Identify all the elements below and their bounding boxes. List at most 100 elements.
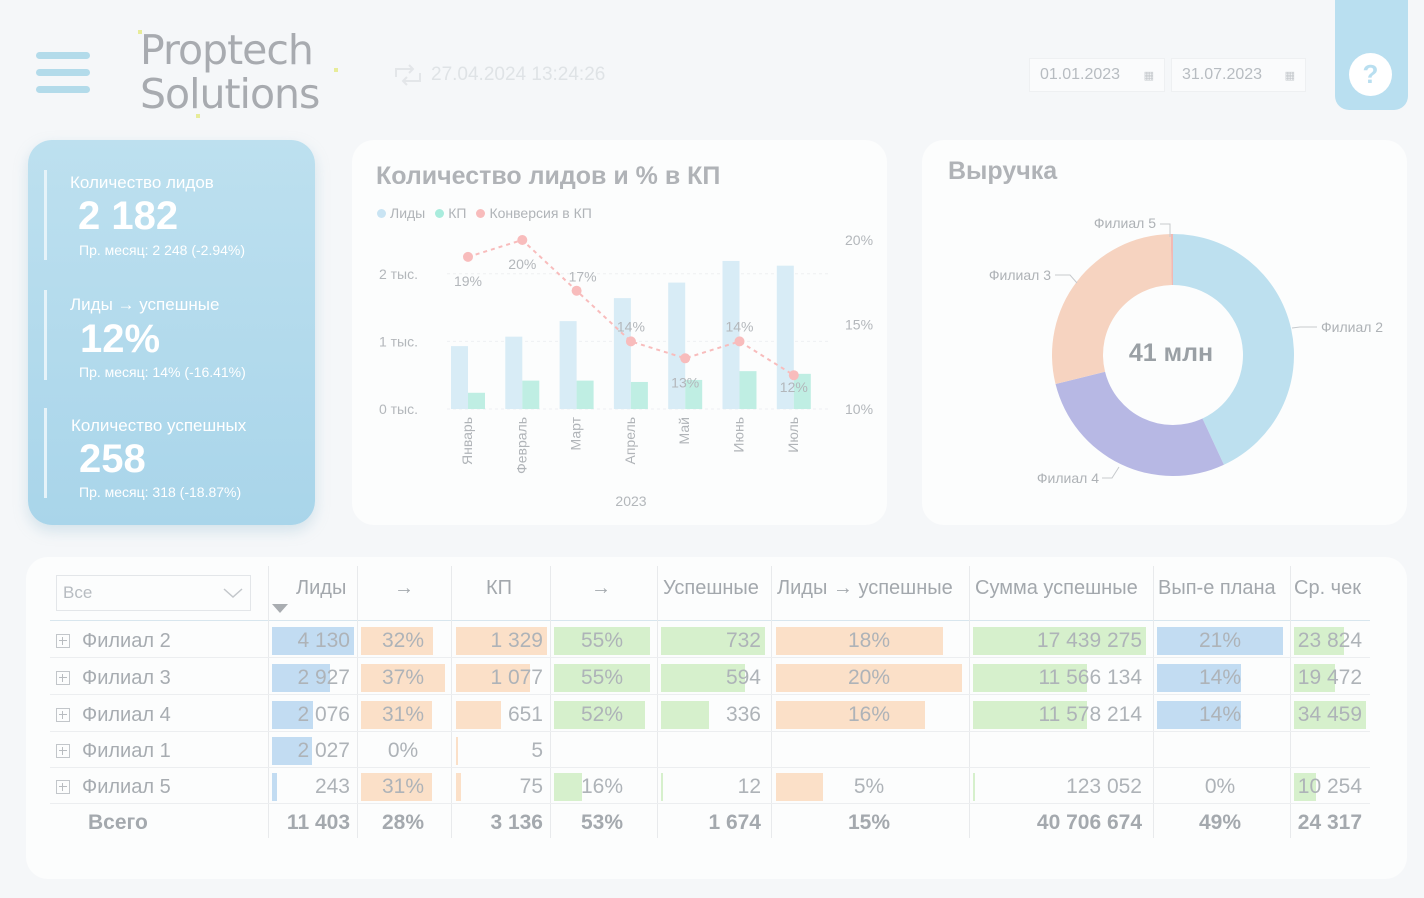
bar-kp[interactable] [576, 380, 594, 409]
refresh-time: 27.04.2024 13:24:26 [431, 64, 606, 85]
cell-value: 12 [737, 775, 761, 798]
divider [44, 170, 47, 260]
table-cell: 21% [1157, 626, 1283, 656]
donut-slice-filial-5[interactable] [1170, 234, 1173, 286]
total-cell: 15% [776, 808, 962, 838]
conversion-label: 13% [671, 374, 699, 390]
table-row[interactable]: Филиал 1 [56, 736, 171, 766]
date-from-input[interactable]: 01.01.2023 ▦ [1029, 58, 1165, 92]
table-cell: 2 076 [272, 700, 354, 730]
conversion-point[interactable] [734, 336, 745, 347]
table-cell: 1 329 [456, 626, 547, 656]
data-bar [776, 773, 823, 801]
cell-value: 2 076 [297, 703, 350, 726]
table-cell: 55% [554, 626, 650, 656]
conversion-point[interactable] [517, 235, 528, 245]
column-divider [268, 566, 269, 838]
column-header[interactable]: Сумма успешные [975, 577, 1138, 599]
conversion-point[interactable] [571, 285, 582, 296]
table-cell: 594 [661, 663, 765, 693]
table-cell: 10 254 [1294, 772, 1366, 802]
table-row[interactable]: Филиал 4 [56, 700, 171, 730]
date-to-input[interactable]: 31.07.2023 ▦ [1171, 58, 1306, 92]
legend-kp[interactable]: КП [435, 205, 466, 221]
bar-kp[interactable] [468, 392, 485, 409]
conversion-point[interactable] [680, 353, 691, 364]
bar-leads[interactable] [559, 321, 577, 409]
calendar-icon[interactable]: ▦ [1284, 69, 1295, 82]
column-header[interactable]: Лиды → успешные [777, 577, 953, 599]
sort-desc-icon[interactable] [272, 604, 288, 613]
column-header[interactable]: Лиды [296, 577, 347, 599]
conversion-point[interactable] [463, 251, 473, 262]
cell-value: 11 566 134 [1038, 666, 1142, 689]
legend-leads[interactable]: Лиды [377, 205, 425, 221]
calendar-icon[interactable]: ▦ [1143, 69, 1154, 82]
bar-leads[interactable] [668, 282, 686, 409]
cell-value: 0% [387, 739, 419, 762]
cell-value: 23 824 [1297, 629, 1362, 652]
data-bar [456, 773, 462, 801]
expand-icon[interactable] [56, 671, 70, 685]
column-header[interactable]: Успешные [663, 577, 759, 599]
expand-icon[interactable] [56, 708, 70, 722]
table-row[interactable]: Филиал 2 [56, 626, 171, 656]
kpi-leads-sub: Пр. месяц: 2 248 (-2.94%) [79, 242, 246, 258]
help-icon[interactable]: ? [1349, 53, 1392, 96]
data-bar [973, 701, 1088, 729]
column-header[interactable]: Вып-е плана [1158, 577, 1276, 599]
bar-kp[interactable] [630, 381, 648, 409]
donut-slice-filial-2[interactable] [1173, 234, 1294, 465]
cell-value: 15% [847, 811, 891, 834]
bar-leads[interactable] [451, 346, 468, 409]
bar-leads[interactable] [722, 260, 740, 409]
table-cell: 4 130 [272, 626, 354, 656]
conversion-point[interactable] [625, 336, 636, 347]
help-tab[interactable]: ? [1335, 0, 1408, 110]
cell-value: 28% [381, 811, 425, 834]
column-header[interactable]: КП [486, 577, 513, 599]
expand-icon[interactable] [56, 634, 70, 648]
row-label: Филиал 4 [82, 703, 171, 726]
x-tick-label: Апрель [622, 417, 638, 465]
bar-kp[interactable] [685, 379, 703, 409]
total-cell: 24 317 [1294, 808, 1366, 838]
branch-filter-dropdown[interactable]: Все [56, 575, 251, 611]
refresh-timestamp[interactable]: 27.04.2024 13:24:26 [393, 60, 623, 90]
cell-value: 55% [580, 666, 624, 689]
data-bar [272, 664, 331, 692]
row-divider [50, 657, 1370, 658]
legend-conversion[interactable]: Конверсия в КП [476, 205, 592, 221]
bar-kp[interactable] [793, 373, 811, 409]
menu-icon[interactable] [36, 52, 90, 96]
expand-icon[interactable] [56, 744, 70, 758]
table-cell: 19 472 [1294, 663, 1366, 693]
table-row[interactable]: Филиал 5 [56, 772, 171, 802]
data-bar [661, 664, 746, 692]
cell-value: 5% [853, 775, 885, 798]
kpi-conversion-title: Лиды → успешные [70, 295, 220, 314]
bar-kp[interactable] [739, 371, 757, 409]
expand-icon[interactable] [56, 780, 70, 794]
bar-kp[interactable] [522, 380, 540, 409]
conversion-label: 14% [617, 318, 645, 334]
data-bar [361, 701, 432, 729]
leads-chart: 0 тыс. 1 тыс. 2 тыс. 10% 15% 20% Январь Февраль… [379, 232, 873, 509]
kpi-success-sub: Пр. месяц: 318 (-18.87%) [79, 484, 242, 500]
column-divider [771, 566, 772, 838]
cell-value: 75 [519, 775, 543, 798]
table-row[interactable]: Филиал 3 [56, 663, 171, 693]
table-cell [1157, 736, 1283, 766]
cell-value: 53% [580, 811, 624, 834]
column-header[interactable]: Ср. чек [1294, 577, 1361, 599]
data-bar [456, 737, 458, 765]
column-header[interactable]: → [591, 577, 611, 599]
donut-slice-filial-3[interactable] [1052, 234, 1172, 385]
kpi-success-value: 258 [79, 437, 146, 481]
table-cell: 16% [776, 700, 962, 730]
conversion-point[interactable] [788, 370, 799, 381]
column-header[interactable]: → [394, 577, 414, 599]
bar-leads[interactable] [505, 336, 523, 409]
bar-leads[interactable] [613, 298, 631, 409]
donut-slice-filial-4[interactable] [1055, 371, 1224, 476]
